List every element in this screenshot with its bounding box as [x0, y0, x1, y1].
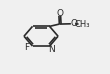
Text: F: F	[24, 43, 29, 52]
Text: O: O	[70, 19, 77, 28]
Text: CH₃: CH₃	[74, 20, 90, 29]
Text: N: N	[48, 45, 55, 54]
Text: O: O	[56, 9, 63, 18]
